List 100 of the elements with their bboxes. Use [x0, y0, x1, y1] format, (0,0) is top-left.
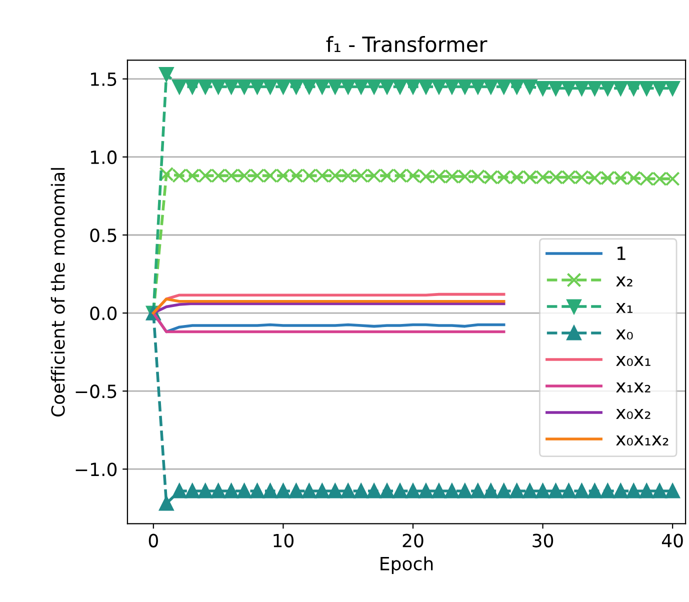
point	[314, 484, 330, 498]
y-axis-title: Coefficient of the monomial	[50, 168, 65, 417]
legend-label: 1	[618, 246, 626, 260]
point	[458, 484, 472, 498]
point	[652, 81, 667, 96]
point	[406, 484, 420, 498]
y-tick-label: −0.5	[76, 384, 116, 398]
point	[198, 484, 213, 498]
point	[250, 79, 265, 94]
point	[354, 484, 368, 498]
point	[444, 484, 460, 498]
legend-label: x₀	[616, 329, 633, 340]
point	[366, 79, 382, 94]
point	[328, 79, 342, 94]
point	[288, 79, 304, 94]
point	[510, 484, 524, 498]
point	[211, 484, 226, 498]
point	[432, 79, 446, 94]
point	[561, 81, 576, 96]
legend-label: x₁	[616, 302, 632, 313]
x-axis-title: Epoch	[380, 556, 433, 574]
point	[639, 81, 654, 96]
point	[340, 79, 356, 94]
point	[418, 79, 434, 94]
point	[328, 484, 342, 498]
point	[406, 79, 420, 94]
point	[626, 81, 641, 96]
point	[639, 484, 654, 498]
point	[159, 66, 174, 82]
point	[535, 484, 550, 498]
x-tick-label: 40	[662, 534, 683, 548]
point	[314, 79, 330, 94]
point	[665, 81, 680, 96]
x-tick-label: 30	[532, 534, 554, 548]
point	[302, 484, 316, 498]
point	[224, 79, 239, 94]
point	[302, 79, 316, 94]
point	[574, 484, 590, 498]
point	[613, 81, 628, 96]
point	[561, 484, 576, 498]
point	[510, 79, 524, 94]
point	[600, 484, 615, 498]
point	[458, 79, 472, 94]
x-tick-label: 10	[274, 534, 294, 548]
point	[380, 79, 394, 94]
point	[418, 484, 434, 498]
point	[600, 81, 615, 96]
point	[496, 79, 512, 94]
point	[484, 484, 498, 498]
point	[470, 79, 486, 94]
point	[392, 484, 408, 498]
point	[522, 79, 538, 94]
point	[392, 79, 408, 94]
point	[224, 484, 239, 498]
point	[380, 484, 394, 498]
legend-label: x₀x₂	[616, 408, 650, 420]
point	[444, 79, 460, 94]
point	[366, 484, 382, 498]
point	[587, 484, 602, 498]
point	[185, 79, 200, 94]
point	[548, 484, 564, 498]
point	[548, 81, 564, 96]
point	[288, 484, 304, 498]
point	[236, 79, 252, 94]
point	[354, 79, 368, 94]
point	[496, 484, 512, 498]
point	[185, 484, 200, 498]
point	[262, 79, 278, 94]
point	[484, 79, 498, 94]
y-tick-label: 1.0	[91, 150, 117, 164]
legend-label: x₀x₁	[616, 356, 650, 366]
point	[432, 484, 446, 498]
y-tick-label: −1.0	[76, 462, 117, 476]
legend-label: x₁x₂	[616, 382, 650, 392]
x-tick-label: 20	[402, 534, 424, 548]
point	[172, 79, 187, 94]
point	[665, 484, 680, 498]
point	[587, 81, 602, 96]
point	[250, 484, 265, 498]
point	[470, 484, 486, 498]
point	[626, 484, 641, 498]
legend-label: x₀x₁x₂	[616, 435, 668, 446]
point	[340, 484, 356, 498]
point	[198, 79, 213, 94]
point	[172, 484, 187, 498]
x-tick-label: 0	[148, 534, 158, 548]
point	[262, 484, 278, 498]
y-tick-label: 0.0	[90, 306, 117, 320]
point	[276, 79, 291, 94]
point	[522, 484, 538, 498]
point	[613, 484, 628, 498]
y-tick-label: 1.5	[91, 72, 116, 86]
legend-label: x₂	[616, 276, 632, 286]
chart-title: f₁ - Transformer	[326, 36, 488, 52]
point	[535, 81, 550, 96]
y-tick-label: 0.5	[90, 228, 116, 242]
point	[236, 484, 252, 498]
point	[276, 484, 291, 498]
point	[652, 484, 667, 498]
point	[211, 79, 226, 94]
